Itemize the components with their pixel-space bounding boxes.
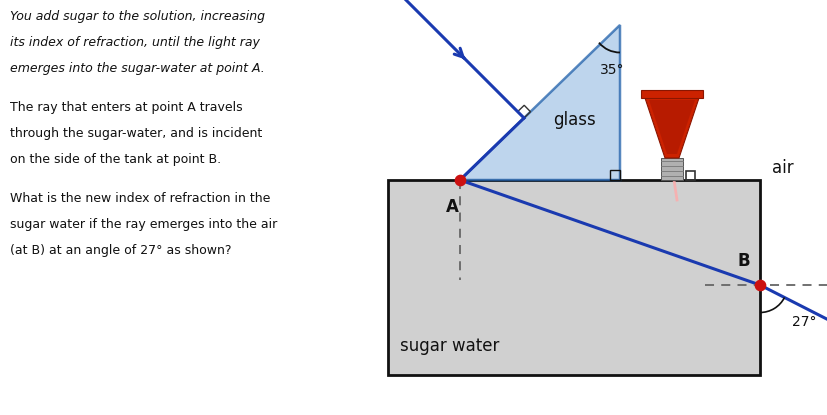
Text: glass: glass: [553, 111, 596, 129]
Text: air: air: [772, 159, 794, 177]
Text: The ray that enters at point A travels: The ray that enters at point A travels: [10, 101, 242, 114]
Polygon shape: [641, 90, 703, 98]
Text: A: A: [446, 198, 458, 216]
Text: What is the new index of refraction in the: What is the new index of refraction in t…: [10, 192, 270, 205]
Polygon shape: [649, 100, 695, 154]
Text: emerges into the sugar-water at point A.: emerges into the sugar-water at point A.: [10, 62, 265, 75]
Point: [753, 282, 767, 288]
Polygon shape: [460, 25, 620, 180]
Text: through the sugar-water, and is incident: through the sugar-water, and is incident: [10, 127, 262, 140]
Polygon shape: [661, 158, 683, 180]
Text: (at B) at an angle of 27° as shown?: (at B) at an angle of 27° as shown?: [10, 244, 232, 257]
Text: B: B: [738, 252, 750, 270]
Polygon shape: [388, 180, 760, 375]
Text: sugar water if the ray emerges into the air: sugar water if the ray emerges into the …: [10, 218, 277, 231]
Text: 35°: 35°: [600, 63, 624, 77]
Point: [453, 177, 466, 183]
Text: You add sugar to the solution, increasing: You add sugar to the solution, increasin…: [10, 10, 265, 23]
Polygon shape: [645, 98, 699, 158]
Text: on the side of the tank at point B.: on the side of the tank at point B.: [10, 153, 221, 166]
Text: sugar water: sugar water: [400, 337, 500, 355]
Text: 27°: 27°: [792, 315, 816, 329]
Text: its index of refraction, until the light ray: its index of refraction, until the light…: [10, 36, 260, 49]
